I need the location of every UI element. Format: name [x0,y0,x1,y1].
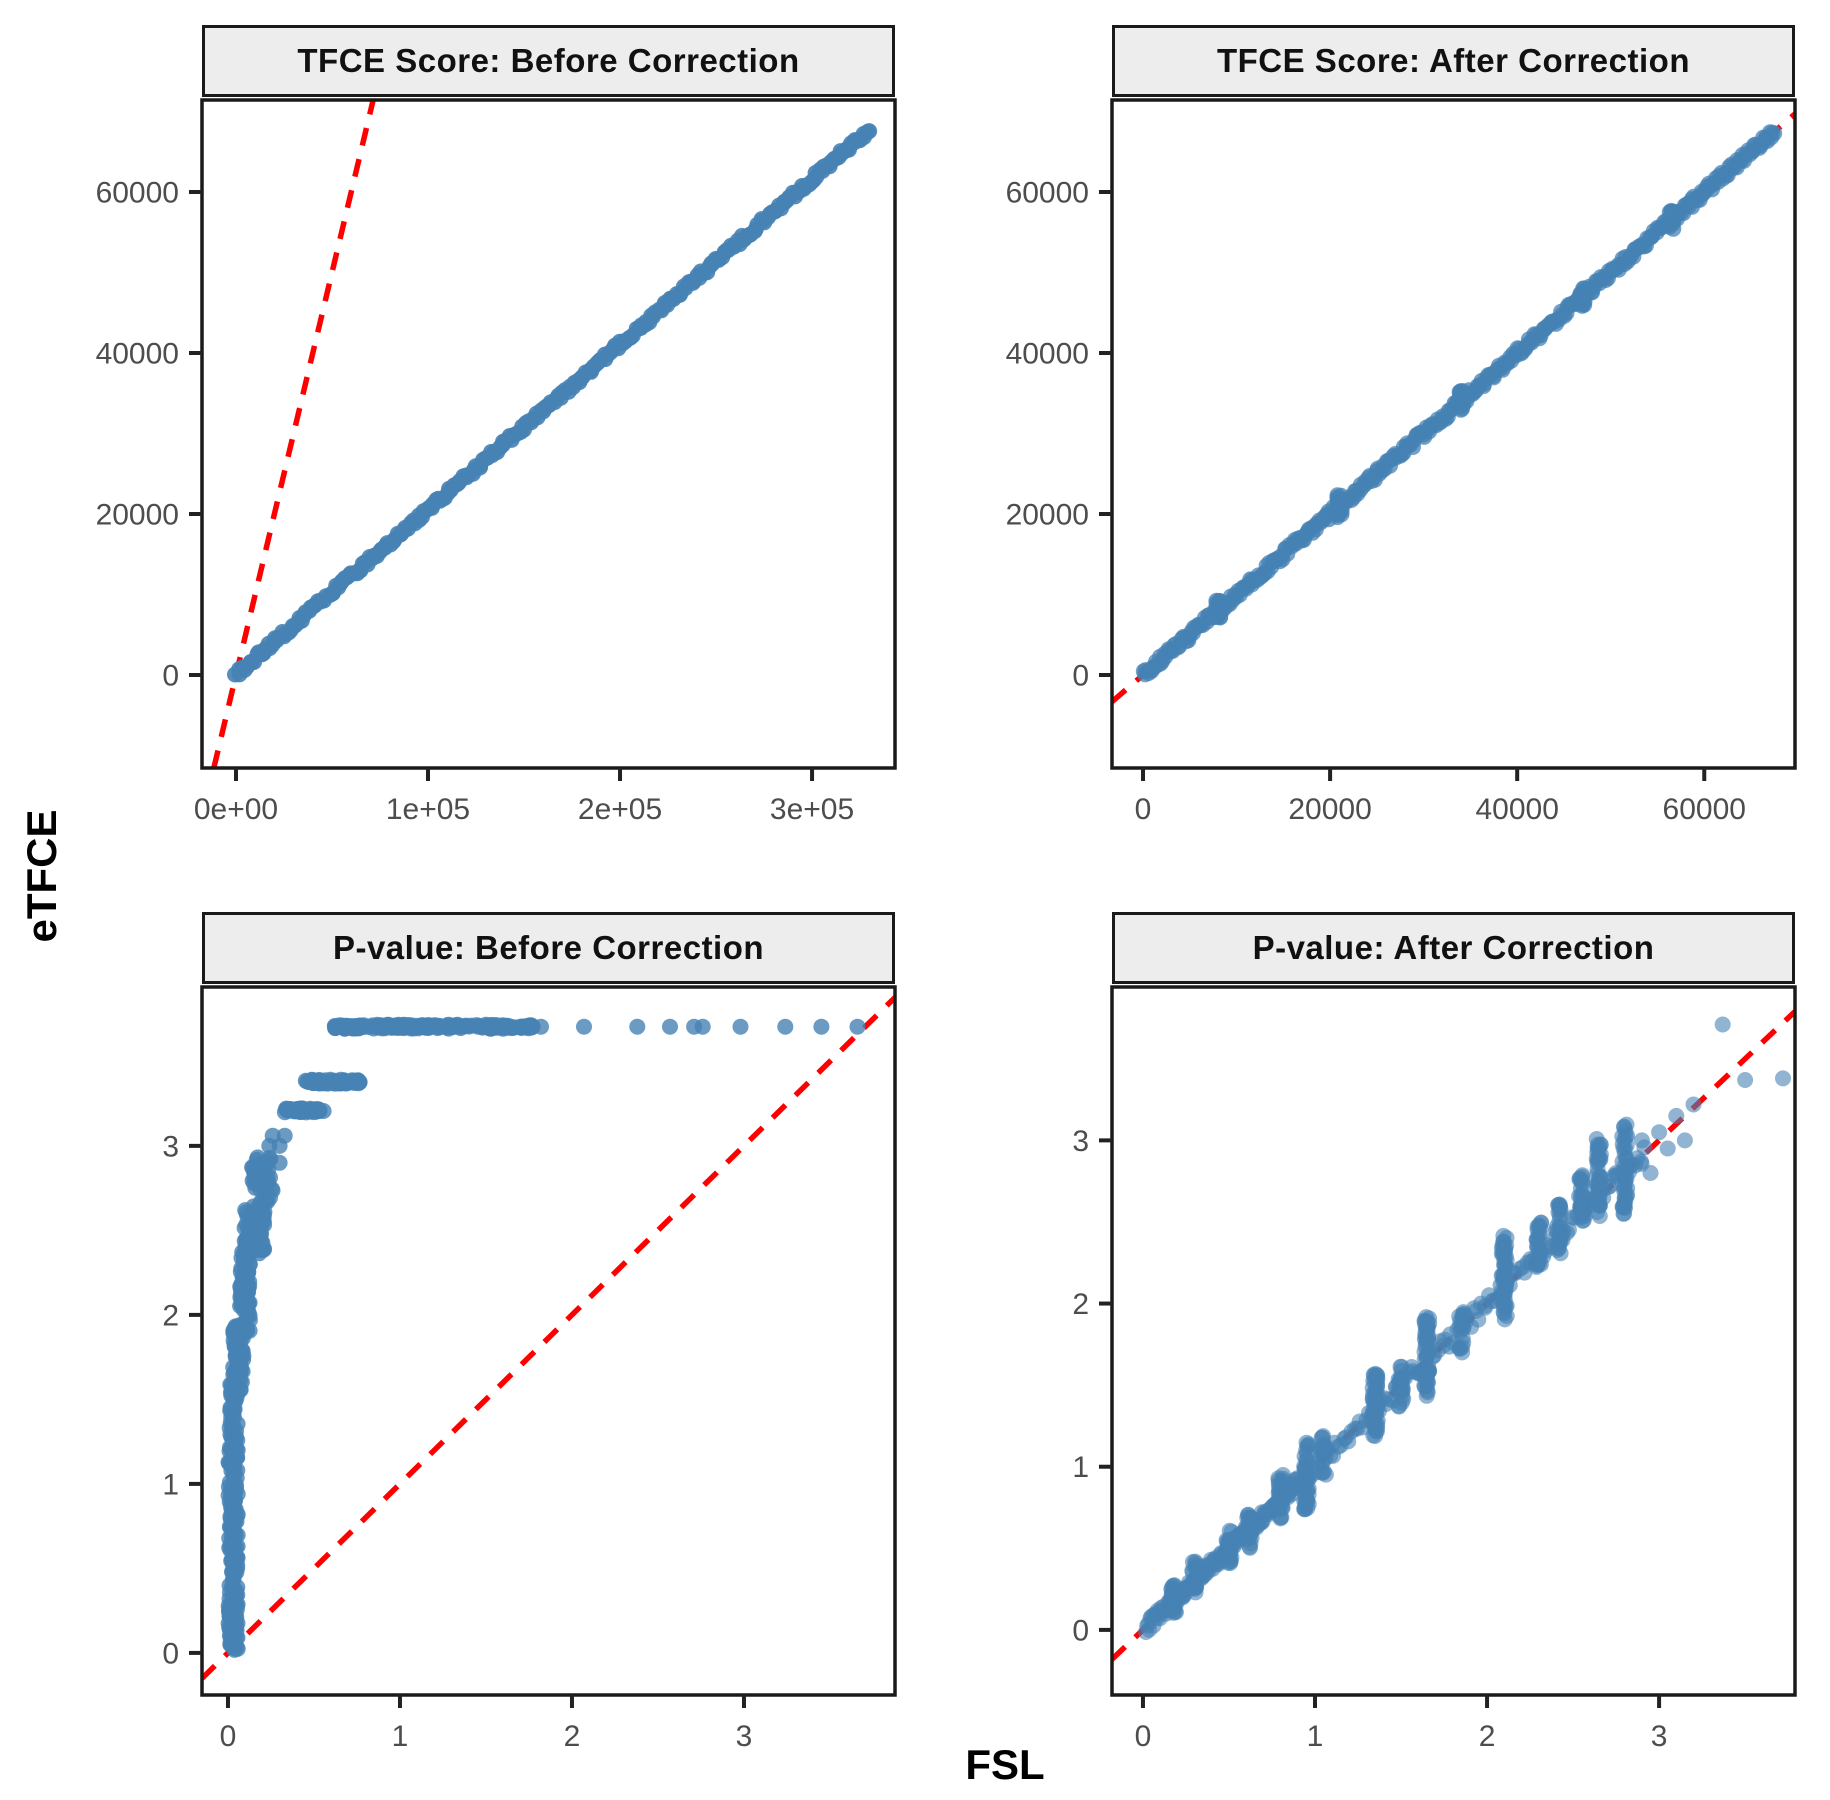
svg-text:40000: 40000 [96,338,179,371]
facet-strip-tfce-before: TFCE Score: Before Correction [202,25,895,97]
svg-text:1e+05: 1e+05 [386,793,470,826]
svg-text:60000: 60000 [96,177,179,210]
svg-text:2: 2 [1072,1288,1089,1321]
panel-tfce-before: 0e+00 1e+05 2e+05 3e+05 0 20000 40000 60000 [96,98,897,826]
svg-text:40000: 40000 [1006,338,1089,371]
panel-tfce-after: 0 20000 40000 60000 0 20000 40000 60000 [1006,98,1797,826]
facet-strip-label: TFCE Score: Before Correction [297,42,800,79]
svg-text:0: 0 [1072,1614,1089,1647]
facet-strip-pvalue-after: P-value: After Correction [1112,912,1795,984]
svg-text:2: 2 [564,1720,581,1753]
svg-text:1: 1 [392,1720,409,1753]
panel-pvalue-before: 0 1 2 3 0 1 2 3 [162,985,897,1753]
svg-text:2: 2 [1479,1720,1496,1753]
facet-strip-label: TFCE Score: After Correction [1216,42,1690,79]
svg-text:3: 3 [1651,1720,1668,1753]
svg-text:60000: 60000 [1663,793,1746,826]
svg-text:0: 0 [1135,1720,1152,1753]
svg-text:40000: 40000 [1475,793,1558,826]
svg-text:2: 2 [162,1299,179,1332]
svg-text:20000: 20000 [96,499,179,532]
x-axis-title: FSL [965,1741,1045,1788]
svg-text:3: 3 [1072,1125,1089,1158]
svg-text:0: 0 [162,1637,179,1670]
svg-text:0e+00: 0e+00 [194,793,278,826]
svg-text:2e+05: 2e+05 [578,793,662,826]
svg-text:0: 0 [162,660,179,693]
svg-text:1: 1 [1072,1451,1089,1484]
svg-text:0: 0 [220,1720,237,1753]
svg-text:20000: 20000 [1006,499,1089,532]
svg-text:3: 3 [162,1130,179,1163]
facet-strip-label: P-value: After Correction [1252,929,1655,966]
svg-text:3: 3 [736,1720,753,1753]
svg-text:3e+05: 3e+05 [770,793,854,826]
svg-text:60000: 60000 [1006,177,1089,210]
svg-text:1: 1 [162,1468,179,1501]
facet-strip-label: P-value: Before Correction [332,929,765,966]
facet-strip-tfce-after: TFCE Score: After Correction [1112,25,1795,97]
svg-text:0: 0 [1135,793,1152,826]
svg-text:0: 0 [1072,660,1089,693]
svg-text:1: 1 [1307,1720,1324,1753]
svg-text:20000: 20000 [1288,793,1371,826]
facet-strip-pvalue-before: P-value: Before Correction [202,912,895,984]
panel-pvalue-after: 0 1 2 3 0 1 2 3 [1072,985,1797,1753]
y-axis-title: eTFCE [18,809,65,943]
